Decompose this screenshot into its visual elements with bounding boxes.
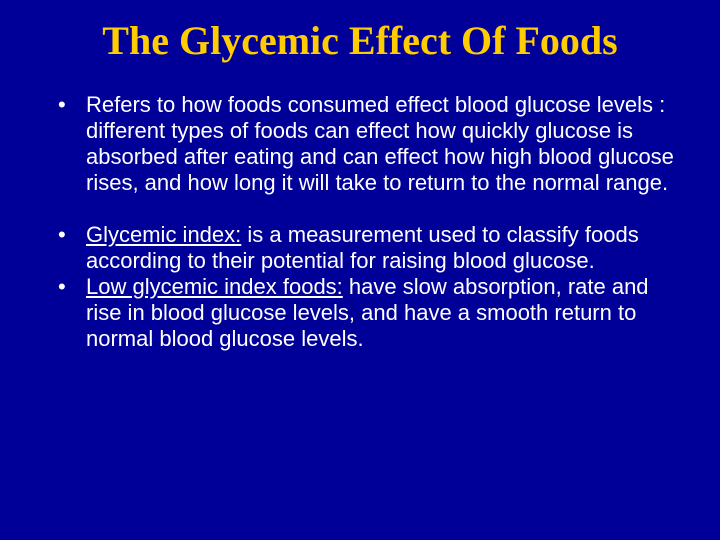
slide: The Glycemic Effect Of Foods Refers to h… [0, 0, 720, 540]
bullet-text: Refers to how foods consumed effect bloo… [86, 92, 674, 195]
bullet-text: Glycemic index: [86, 222, 241, 247]
bullet-item: Refers to how foods consumed effect bloo… [58, 92, 680, 196]
bullet-list: Refers to how foods consumed effect bloo… [40, 92, 680, 352]
bullet-item: Low glycemic index foods: have slow abso… [58, 274, 680, 352]
bullet-item: Glycemic index: is a measurement used to… [58, 222, 680, 274]
slide-title: The Glycemic Effect Of Foods [40, 18, 680, 64]
bullet-text: Low glycemic index foods: [86, 274, 343, 299]
